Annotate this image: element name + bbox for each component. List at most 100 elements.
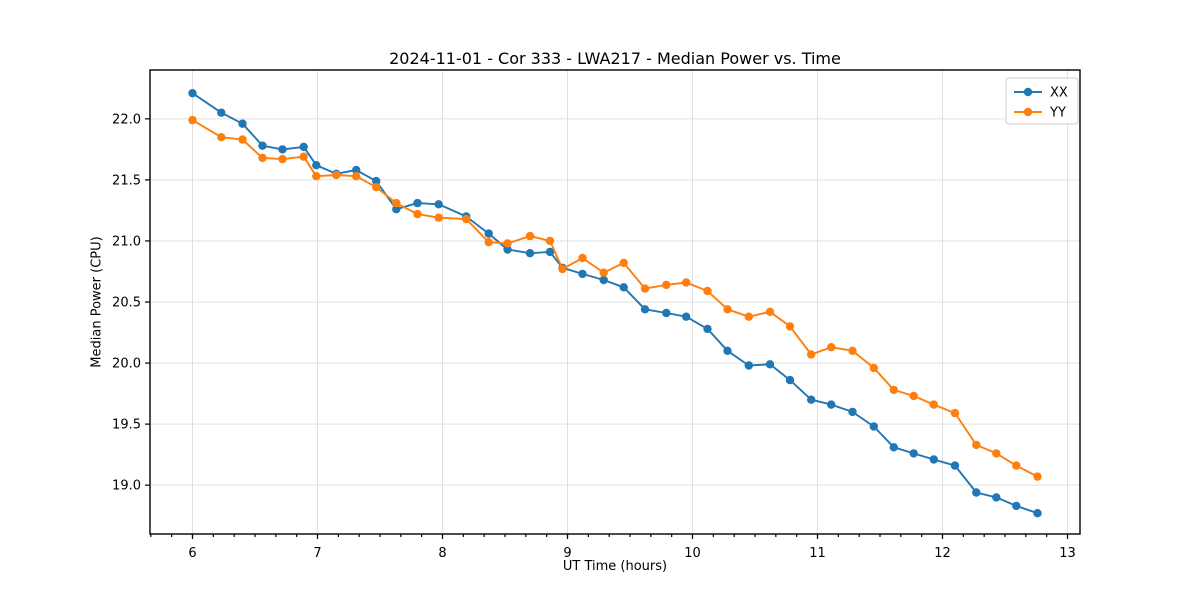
data-point-marker [1012, 461, 1021, 470]
data-point-marker [392, 205, 401, 214]
data-point-marker [238, 119, 247, 128]
data-point-marker [238, 135, 247, 144]
data-point-marker [312, 161, 321, 170]
data-point-marker [869, 422, 878, 431]
data-point-marker [807, 350, 816, 359]
data-point-marker [889, 443, 898, 452]
data-point-marker [909, 449, 918, 458]
data-point-marker [972, 440, 981, 450]
data-point-marker [462, 214, 471, 224]
data-point-marker [703, 286, 712, 296]
data-point-marker [434, 213, 443, 222]
data-point-marker [258, 141, 267, 150]
data-point-marker [889, 385, 898, 395]
data-point-marker [909, 391, 918, 401]
x-tick-label: 6 [188, 546, 196, 561]
data-point-marker [484, 238, 493, 247]
data-point-marker [599, 268, 608, 277]
series-yy [188, 115, 1042, 481]
axis-ticks [145, 118, 1069, 539]
data-point-marker [765, 307, 775, 316]
data-point-marker [640, 284, 650, 293]
data-point-marker [545, 236, 555, 246]
data-point-marker [662, 308, 671, 318]
x-tick-label: 11 [809, 546, 826, 561]
data-point-marker [599, 275, 608, 285]
data-point-marker [972, 488, 981, 497]
data-point-marker [352, 172, 361, 181]
legend-sample-marker [1023, 87, 1033, 97]
y-tick-label: 20.5 [112, 296, 141, 311]
data-point-marker [352, 165, 361, 175]
legend: XX YY [1005, 77, 1079, 125]
data-point-marker [278, 154, 287, 164]
data-point-marker [217, 108, 226, 117]
x-tick-labels: 6 7 8 9 10 11 12 13 [188, 546, 1075, 561]
data-point-marker [278, 145, 287, 154]
data-point-marker [992, 493, 1001, 502]
data-point-marker [503, 239, 512, 248]
x-tick-label: 12 [934, 546, 951, 561]
x-tick-label: 13 [1059, 546, 1076, 561]
data-point-marker [299, 152, 308, 161]
data-point-marker [827, 343, 836, 352]
data-point-marker [372, 176, 381, 186]
legend-sample-marker [1023, 107, 1033, 117]
data-point-marker [558, 264, 567, 274]
data-point-marker [682, 278, 691, 287]
x-tick-label: 8 [438, 546, 446, 561]
data-point-marker [827, 400, 836, 409]
data-point-marker [392, 198, 401, 208]
data-point-marker [217, 133, 226, 142]
data-point-marker [1033, 472, 1042, 481]
data-point-marker [545, 247, 555, 257]
data-point-marker [1012, 501, 1021, 511]
y-tick-label: 22.0 [112, 112, 141, 127]
data-point-marker [434, 200, 443, 209]
x-axis-label: UT Time (hours) [562, 559, 668, 574]
data-point-marker [332, 170, 341, 180]
x-tick-label: 9 [563, 546, 571, 561]
legend-label: XX [1050, 86, 1068, 101]
series-xx [188, 89, 1042, 518]
y-tick-label: 20.0 [112, 357, 141, 372]
y-axis-label: Median Power (CPU) [89, 236, 105, 368]
data-point-marker [619, 258, 628, 268]
data-point-marker [640, 305, 650, 314]
y-tick-labels: 19.0 19.5 20.0 20.5 21.0 21.5 22.0 [112, 112, 141, 493]
data-point-marker [299, 142, 308, 152]
data-point-marker [372, 183, 381, 192]
data-point-marker [744, 361, 753, 370]
data-point-marker [1033, 509, 1042, 518]
data-point-marker [525, 249, 535, 258]
data-point-marker [312, 172, 321, 181]
data-point-marker [807, 395, 816, 404]
data-point-marker [785, 375, 795, 385]
data-point-marker [188, 115, 197, 125]
grid-lines [150, 70, 1080, 534]
data-point-marker [578, 269, 587, 279]
y-tick-label: 19.0 [112, 479, 141, 494]
data-point-marker [578, 253, 587, 263]
data-point-marker [785, 322, 795, 331]
data-point-marker [413, 198, 422, 208]
y-tick-label: 21.5 [112, 173, 141, 188]
legend-label: YY [1049, 106, 1066, 121]
data-point-marker [950, 408, 960, 418]
data-point-marker [992, 449, 1001, 458]
data-point-marker [503, 245, 512, 254]
x-tick-label: 10 [684, 546, 701, 561]
data-point-marker [525, 231, 535, 241]
data-point-marker [484, 229, 493, 238]
data-point-marker [744, 312, 753, 321]
x-tick-label: 7 [313, 546, 321, 561]
data-point-marker [662, 280, 671, 290]
data-point-marker [848, 407, 857, 417]
data-point-marker [188, 89, 197, 98]
data-point-marker [848, 346, 857, 355]
data-point-marker [619, 283, 628, 292]
data-point-marker [682, 312, 691, 321]
data-point-marker [703, 324, 712, 334]
